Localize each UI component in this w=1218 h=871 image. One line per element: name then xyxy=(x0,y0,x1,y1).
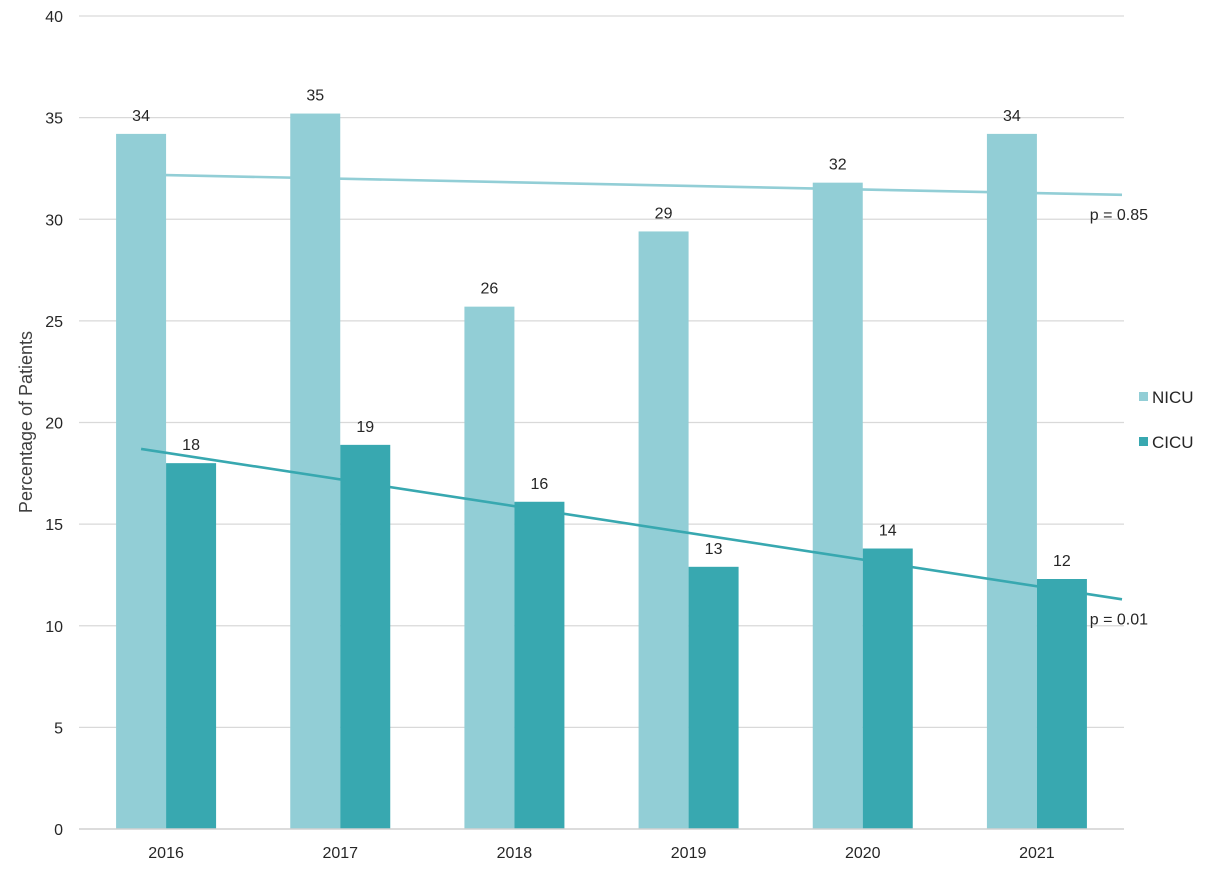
y-tick-label: 15 xyxy=(45,517,63,534)
legend-label-cicu: CICU xyxy=(1152,433,1194,452)
data-label-nicu: 29 xyxy=(655,205,673,222)
data-label-nicu: 32 xyxy=(829,157,847,174)
y-tick-label: 25 xyxy=(45,314,63,331)
y-tick-label: 40 xyxy=(45,9,63,26)
data-label-cicu: 19 xyxy=(356,419,374,436)
data-label-nicu: 26 xyxy=(481,281,499,298)
trendline-p-value-cicu: p = 0.01 xyxy=(1090,611,1148,628)
bar-cicu-2020 xyxy=(862,548,913,829)
bar-nicu-2018 xyxy=(464,306,515,830)
x-axis-ticks: 2016 2017 2018 2019 2020 2021 xyxy=(148,845,1055,862)
y-axis-label: Percentage of Patients xyxy=(16,331,36,513)
data-label-cicu: 14 xyxy=(879,523,897,540)
bar-cicu-2018 xyxy=(514,501,565,829)
y-tick-label: 20 xyxy=(45,416,63,433)
data-label-cicu: 18 xyxy=(182,437,200,454)
trendline-p-value-nicu: p = 0.85 xyxy=(1090,207,1148,224)
bar-cicu-2021 xyxy=(1036,579,1087,829)
x-tick-label: 2018 xyxy=(497,845,533,862)
data-label-nicu: 34 xyxy=(1003,108,1021,125)
legend-label-nicu: NICU xyxy=(1152,388,1194,407)
x-tick-label: 2019 xyxy=(671,845,707,862)
bars xyxy=(116,113,1087,830)
bar-nicu-2017 xyxy=(290,113,341,829)
trendline-cicu xyxy=(140,447,1123,601)
y-tick-label: 5 xyxy=(54,720,63,737)
legend-swatch-cicu xyxy=(1139,437,1148,446)
bar-cicu-2016 xyxy=(166,463,217,829)
gridlines xyxy=(79,15,1124,728)
y-axis-ticks: 0 5 10 15 20 25 30 35 40 xyxy=(45,9,63,839)
data-label-cicu: 16 xyxy=(531,476,549,493)
legend-swatch-nicu xyxy=(1139,392,1148,401)
data-label-nicu: 35 xyxy=(306,88,324,105)
data-labels: 34 35 26 29 32 34 18 19 16 13 14 12 p = 0.85 p = 0.01 xyxy=(132,88,1148,629)
bar-nicu-2020 xyxy=(812,182,863,830)
y-tick-label: 35 xyxy=(45,111,63,128)
data-label-cicu: 12 xyxy=(1053,553,1071,570)
bar-nicu-2021 xyxy=(986,133,1037,829)
trendlines xyxy=(140,173,1123,601)
bar-cicu-2017 xyxy=(340,444,391,829)
y-tick-label: 30 xyxy=(45,212,63,229)
legend: NICU CICU xyxy=(1139,388,1194,452)
bar-nicu-2016 xyxy=(116,133,167,829)
data-label-cicu: 13 xyxy=(705,541,723,558)
x-tick-label: 2021 xyxy=(1019,845,1055,862)
x-tick-label: 2017 xyxy=(322,845,358,862)
x-tick-label: 2016 xyxy=(148,845,184,862)
bar-cicu-2019 xyxy=(688,566,739,829)
x-tick-label: 2020 xyxy=(845,845,881,862)
data-label-nicu: 34 xyxy=(132,108,150,125)
y-tick-label: 0 xyxy=(54,822,63,839)
y-tick-label: 10 xyxy=(45,619,63,636)
trendline-nicu xyxy=(141,173,1123,197)
